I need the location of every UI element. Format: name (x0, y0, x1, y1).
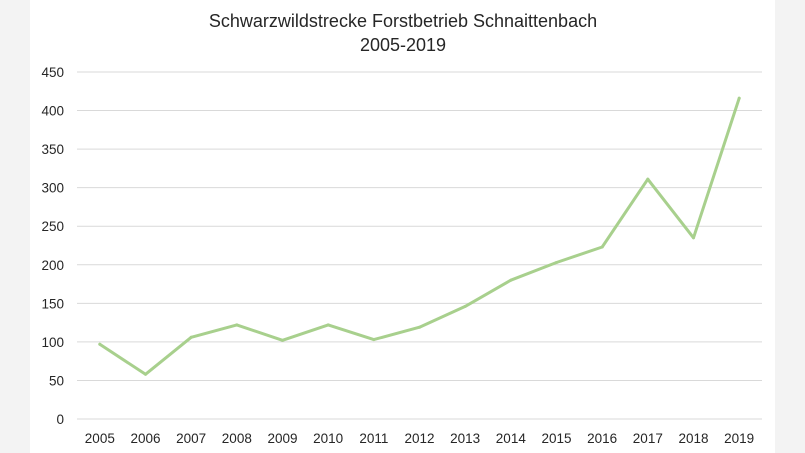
data-point-2007 (189, 335, 193, 339)
x-tick-label-2009: 2009 (267, 431, 297, 446)
series-line-0 (98, 96, 741, 376)
x-tick-label-2006: 2006 (130, 431, 160, 446)
y-tick-label-400: 400 (41, 104, 64, 119)
data-point-2006 (144, 372, 147, 376)
y-tick-label-350: 350 (41, 142, 64, 157)
data-point-2018 (692, 236, 695, 240)
data-point-2017 (646, 177, 650, 181)
y-tick-label-200: 200 (41, 258, 64, 273)
series-layer (98, 96, 741, 376)
data-point-2013 (463, 304, 467, 308)
x-tick-label-2007: 2007 (176, 431, 206, 446)
x-tick-label-2010: 2010 (313, 431, 343, 446)
data-point-2010 (326, 323, 330, 327)
data-point-2011 (372, 338, 376, 342)
data-point-2019 (737, 96, 741, 100)
chart-title-line-1: Schwarzwildstrecke Forstbetrieb Schnaitt… (209, 11, 597, 31)
gridlines (77, 71, 762, 420)
y-tick-label-250: 250 (41, 219, 64, 234)
y-tick-label-450: 450 (41, 65, 64, 80)
x-tick-label-2015: 2015 (541, 431, 571, 446)
y-axis-ticks: 0 50 100 150 200 250 300 350 400 450 (41, 65, 64, 427)
data-point-2015 (555, 260, 558, 264)
data-point-2005 (98, 342, 102, 346)
data-point-2012 (418, 325, 421, 329)
y-tick-label-0: 0 (56, 412, 64, 427)
chart-panel: Schwarzwildstrecke Forstbetrieb Schnaitt… (30, 0, 775, 453)
x-axis-ticks: 2005 2006 2007 2008 2009 2010 2011 2012 2013 2014… (85, 431, 754, 446)
data-point-2016 (600, 245, 604, 249)
data-point-2009 (281, 338, 284, 342)
y-tick-label-100: 100 (41, 335, 64, 350)
y-tick-label-300: 300 (41, 181, 64, 196)
y-tick-label-150: 150 (41, 296, 64, 311)
line-chart: Schwarzwildstrecke Forstbetrieb Schnaitt… (41, 11, 762, 446)
x-tick-label-2008: 2008 (222, 431, 252, 446)
x-tick-label-2017: 2017 (633, 431, 663, 446)
x-tick-label-2016: 2016 (587, 431, 617, 446)
y-tick-label-50: 50 (49, 373, 64, 388)
x-tick-label-2018: 2018 (678, 431, 708, 446)
x-tick-label-2019: 2019 (724, 431, 754, 446)
x-tick-label-2011: 2011 (359, 431, 388, 446)
chart-title-line-2: 2005-2019 (360, 35, 446, 55)
x-tick-label-2013: 2013 (450, 431, 480, 446)
x-tick-label-2005: 2005 (85, 431, 115, 446)
x-tick-label-2014: 2014 (496, 431, 527, 446)
x-tick-label-2012: 2012 (404, 431, 434, 446)
data-point-2014 (509, 278, 513, 282)
data-point-2008 (235, 323, 239, 327)
